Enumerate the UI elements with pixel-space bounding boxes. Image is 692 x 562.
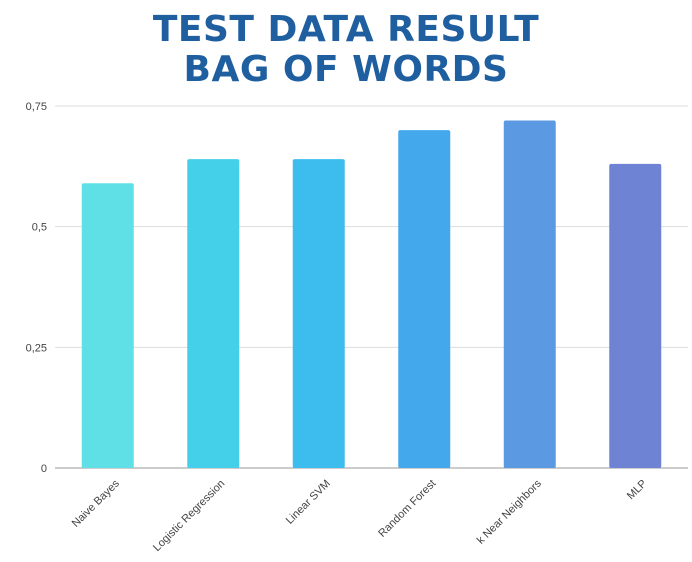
y-tick-label: 0,5 [32, 222, 47, 234]
bar-naive-bayes [81, 183, 134, 468]
x-tick-label: Random Forest [376, 478, 438, 540]
chart-title-block: TEST DATA RESULT BAG OF WORDS [0, 10, 692, 90]
y-axis-ticks: 0 0,25 0,5 0,75 [26, 101, 47, 475]
x-tick-label: k Near Neighbors [475, 477, 544, 546]
x-tick-label: Naive Bayes [70, 477, 123, 530]
x-tick-label: Logistic Regression [151, 478, 227, 554]
gridlines [55, 105, 688, 469]
y-tick-label: 0 [41, 463, 47, 475]
bar-linear-svm [292, 159, 345, 469]
bar-mlp [609, 163, 662, 469]
x-axis-labels: Naive Bayes Logistic Regression Linear SVM… [70, 477, 650, 554]
bar-random-forest [398, 130, 451, 468]
chart-subtitle: BAG OF WORDS [183, 49, 509, 90]
bars [81, 120, 662, 469]
bar-logistic-regression [187, 159, 240, 469]
x-tick-label: MLP [625, 478, 649, 502]
y-tick-label: 0,25 [26, 342, 47, 354]
y-tick-label: 0,75 [26, 101, 47, 113]
chart-title: TEST DATA RESULT [152, 9, 540, 50]
x-tick-label: Linear SVM [284, 478, 333, 527]
bar-k-near-neighbors [503, 120, 556, 468]
